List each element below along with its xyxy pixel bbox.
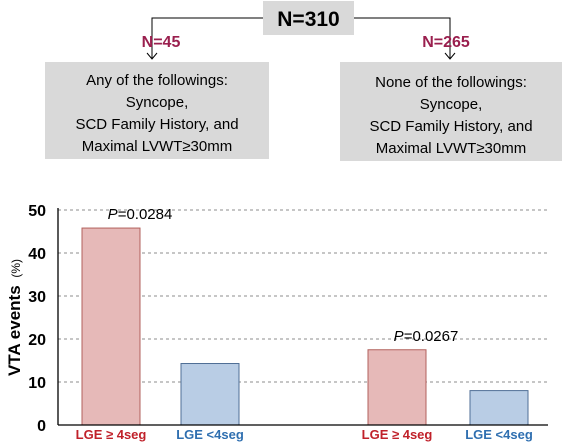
flow-diagram: N=310 N=45 N=265 Any of the followings: … xyxy=(45,1,562,161)
right-line-1: None of the followings: xyxy=(375,74,527,91)
right-count: N=265 xyxy=(422,34,470,51)
connector-line xyxy=(151,17,451,58)
p-value-symbol: P xyxy=(108,206,118,223)
left-arrowhead xyxy=(146,52,158,60)
y-tick-labels: 0 10 20 30 40 50 xyxy=(28,203,46,435)
bar-group-1-lge-high xyxy=(81,227,141,426)
y-tick-label: 10 xyxy=(28,375,46,392)
right-line-2: Syncope, xyxy=(420,96,483,113)
root-count: N=310 xyxy=(277,8,339,31)
left-line-2: Syncope, xyxy=(126,94,189,111)
right-arrowhead xyxy=(444,52,456,60)
x-tick-labels: LGE ≥ 4seg LGE <4seg LGE ≥ 4seg LGE <4seg xyxy=(76,427,533,442)
right-criteria-box xyxy=(340,62,562,161)
y-tick-label: 40 xyxy=(28,246,46,263)
x-tick-label: LGE ≥ 4seg xyxy=(76,427,147,442)
y-axis-label-unit: (%) xyxy=(9,259,23,278)
p-value-symbol: P xyxy=(394,328,404,345)
y-axis-label-text: VTA events xyxy=(5,285,24,376)
x-tick-label: LGE <4seg xyxy=(465,427,533,442)
bar-group-2-lge-high xyxy=(367,349,427,426)
bars xyxy=(81,227,529,426)
grid-lines xyxy=(58,209,548,383)
p-value-number: =0.0284 xyxy=(118,206,173,223)
left-count: N=45 xyxy=(142,34,181,51)
p-value-number: =0.0267 xyxy=(404,328,459,345)
p-value-label-2: P=0.0267 xyxy=(394,328,459,345)
y-tick-label: 20 xyxy=(28,332,46,349)
y-tick-label: 0 xyxy=(37,418,46,435)
left-line-3: SCD Family History, and xyxy=(75,116,238,133)
left-line-1: Any of the followings: xyxy=(86,72,228,89)
x-tick-label: LGE ≥ 4seg xyxy=(362,427,433,442)
left-line-4: Maximal LVWT≥30mm xyxy=(82,138,232,155)
bar-group-1-lge-low xyxy=(180,363,240,426)
root-box xyxy=(263,1,354,35)
y-axis-label: VTA events (%) xyxy=(5,259,24,376)
p-value-label-1: P=0.0284 xyxy=(108,206,173,223)
left-criteria-box xyxy=(45,62,269,159)
y-tick-label: 50 xyxy=(28,203,46,220)
x-tick-label: LGE <4seg xyxy=(176,427,244,442)
y-tick-label: 30 xyxy=(28,289,46,306)
right-line-3: SCD Family History, and xyxy=(369,118,532,135)
bar-group-2-lge-low xyxy=(469,390,529,426)
right-line-4: Maximal LVWT≥30mm xyxy=(376,140,526,157)
